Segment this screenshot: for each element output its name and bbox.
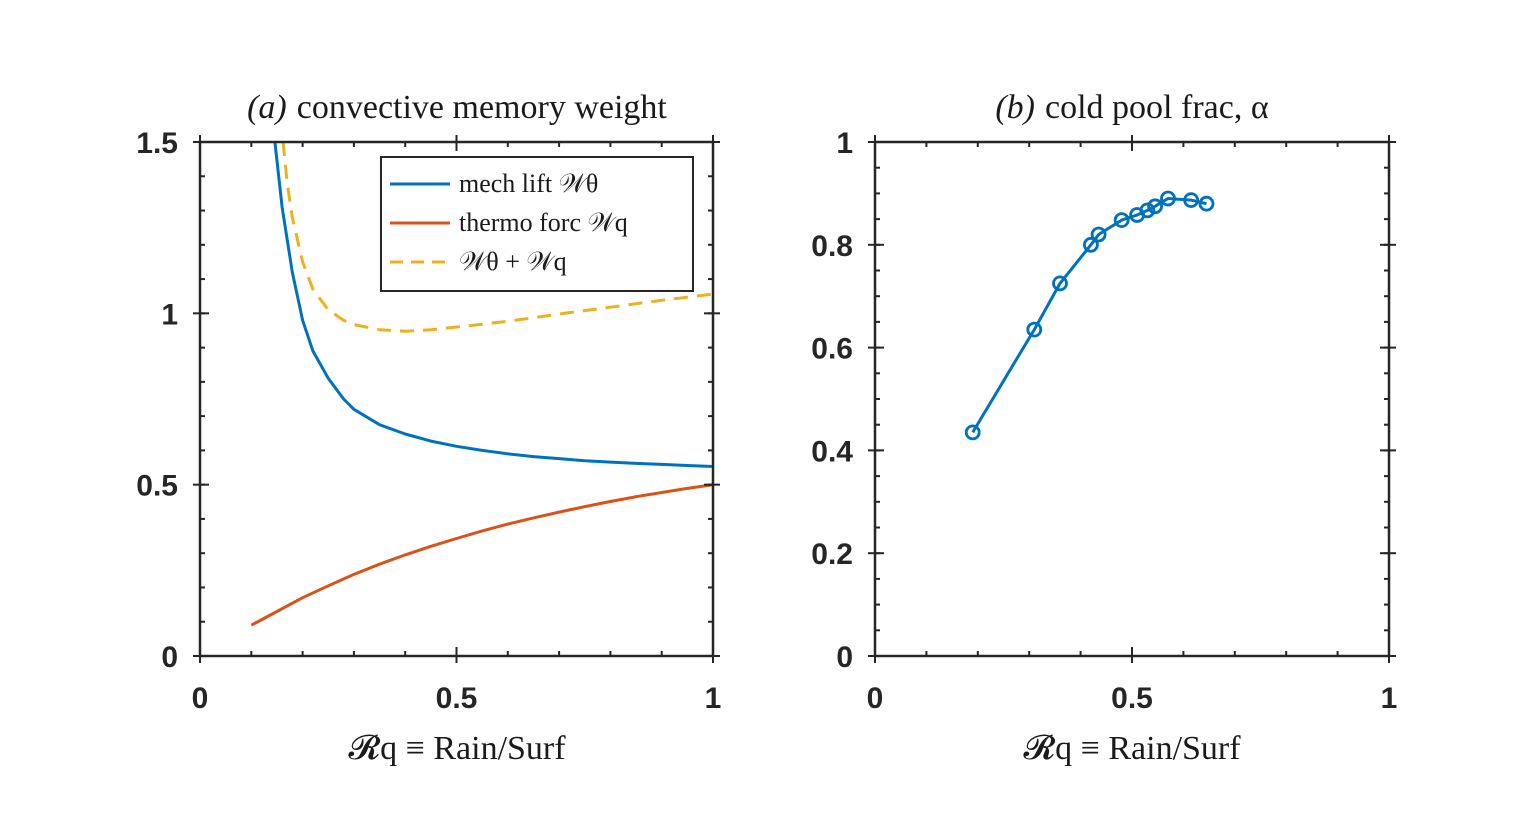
panel-a-title-prefix: (a) (247, 89, 287, 126)
panel-b-y-tick-label: 0 (836, 641, 853, 674)
panel-b-y-tick-label: 1 (836, 127, 853, 160)
panel-b-title-prefix: (b) (995, 89, 1035, 126)
panel-b-series-0-line (971, 197, 1207, 434)
legend-entry-label: mech lift 𝒲θ (459, 169, 598, 198)
legend-entry-label: 𝒲θ + 𝒲q (459, 247, 567, 276)
panel-a-title: (a) convective memory weight (247, 89, 667, 126)
panel-b-series (964, 190, 1215, 441)
panel-b-x-tick-label: 0.5 (1111, 682, 1153, 715)
panel-b-data-point (1113, 212, 1130, 229)
legend-entry-label: thermo forc 𝒲q (459, 208, 628, 237)
panel-b-y-tick-label: 0.8 (811, 230, 853, 263)
panel-a-x-tick-label: 0 (192, 682, 209, 715)
panel-a-x-tick-label: 0.5 (436, 682, 478, 715)
panel-a-y-tick-label: 0.5 (136, 470, 178, 503)
panel-a-series (250, 142, 713, 627)
panel-b-y-tick-label: 0.2 (811, 538, 853, 571)
panel-b-data-point (1090, 226, 1107, 243)
panel-a-y-tick-label: 1.5 (136, 127, 178, 160)
panel-b-data-point (1198, 195, 1215, 212)
panel-b-x-tick-label: 1 (1381, 682, 1398, 715)
panel-a-series-1-line (250, 483, 713, 627)
panel-a: (a) convective memory weight 0 0.5 1 0 0.5 1 1.… (136, 89, 721, 767)
panel-b-data-point (1160, 190, 1176, 207)
panel-b-data-point (1139, 202, 1156, 219)
panel-b-data-point (1083, 236, 1099, 253)
panel-b-data-point (1183, 192, 1199, 209)
panel-a-series-0-line (273, 142, 713, 468)
panel-b-data-point (1026, 321, 1043, 338)
panel-b-x-axis-label: 𝓡q ≡ Rain/Surf (1023, 730, 1241, 767)
panel-b-y-tick-label: 0.4 (811, 435, 853, 468)
panel-a-y-tick-label: 0 (161, 641, 178, 674)
panel-b-data-point (1052, 275, 1068, 292)
panel-b: (b) cold pool frac, α 0 0.5 1 0 0.2 0.4 0.6 0.8 1… (811, 89, 1397, 767)
panel-b-data-point (1147, 198, 1163, 215)
panel-b-x-tick-label: 0 (867, 682, 884, 715)
panel-b-y-tick-label: 0.6 (811, 333, 853, 366)
panel-a-title-text: convective memory weight (297, 89, 668, 126)
panel-b-data-point (964, 424, 981, 441)
panel-a-axes: 0 0.5 1 0 0.5 1 1.5 (136, 127, 721, 715)
panel-a-legend: mech lift 𝒲θ thermo forc 𝒲q 𝒲θ + 𝒲q (380, 156, 694, 292)
panel-a-x-axis-label: 𝓡q ≡ Rain/Surf (348, 730, 566, 767)
panel-b-title: (b) cold pool frac, α (995, 89, 1268, 126)
panel-a-y-tick-label: 1 (161, 298, 178, 331)
panel-a-x-tick-label: 1 (705, 682, 722, 715)
panel-b-axes: 0 0.5 1 0 0.2 0.4 0.6 0.8 1 (811, 127, 1397, 715)
panel-b-title-text: cold pool frac, α (1045, 89, 1269, 126)
